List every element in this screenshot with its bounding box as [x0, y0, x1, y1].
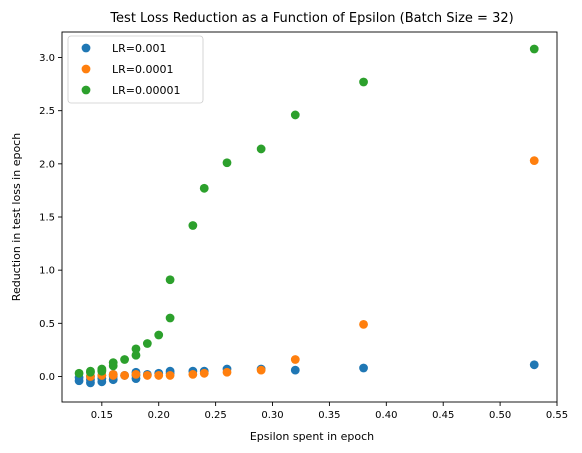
data-point-series-2 [290, 355, 300, 364]
y-tick-label: 1.0 [39, 266, 55, 277]
x-tick-label: 0.25 [204, 410, 226, 421]
y-tick-label: 0.0 [39, 372, 55, 383]
data-point-series-2 [154, 371, 164, 380]
data-point-series-2 [165, 371, 175, 380]
x-tick-label: 0.55 [546, 410, 568, 421]
data-point-series-3 [165, 275, 175, 285]
y-tick-label: 1.5 [39, 213, 55, 224]
data-point-series-2 [222, 367, 232, 377]
legend-label: LR=0.0001 [112, 63, 173, 76]
legend: LR=0.001 LR=0.0001 LR=0.00001 [67, 35, 204, 104]
y-tick-label: 3.0 [39, 53, 55, 64]
y-axis-label: Reduction in test loss in epoch [10, 133, 23, 301]
data-point-series-1 [359, 363, 368, 373]
data-point-series-3 [165, 313, 175, 323]
x-tick-label: 0.15 [91, 410, 113, 421]
legend-label: LR=0.001 [112, 42, 166, 55]
data-point-series-3 [256, 144, 266, 154]
data-point-series-2 [188, 369, 198, 379]
data-point-series-2 [199, 368, 209, 378]
plot-area [74, 44, 539, 388]
legend-marker [81, 85, 91, 95]
data-point-series-3 [359, 77, 368, 87]
chart-title: Test Loss Reduction as a Function of Eps… [109, 11, 513, 26]
x-axis-label: Epsilon spent in epoch [250, 430, 374, 443]
legend-box [67, 35, 204, 104]
x-tick-label: 0.20 [148, 410, 170, 421]
data-point-series-3 [142, 339, 152, 348]
x-tick-label: 0.45 [432, 410, 454, 421]
legend-label: LR=0.00001 [112, 84, 180, 97]
axes: 0.15 0.20 0.25 0.30 0.35 0.40 0.45 0.50 0.55 0.0 0… [39, 31, 568, 421]
x-tick-label: 0.30 [261, 410, 283, 421]
y-tick-label: 2.0 [39, 159, 55, 170]
data-point-series-3 [86, 366, 95, 376]
data-point-series-3 [131, 350, 141, 360]
data-point-series-3 [97, 364, 107, 374]
data-point-series-3 [222, 158, 232, 168]
data-point-series-2 [529, 156, 539, 166]
data-point-series-3 [199, 183, 209, 193]
data-point-series-2 [359, 319, 368, 329]
data-point-series-1 [290, 365, 300, 375]
data-point-series-1 [529, 360, 539, 370]
data-point-series-2 [120, 371, 129, 380]
x-tick-label: 0.35 [318, 410, 340, 421]
data-point-series-3 [188, 221, 198, 230]
data-point-series-3 [290, 110, 300, 120]
data-point-series-3 [529, 44, 539, 54]
data-point-series-2 [131, 369, 141, 379]
data-point-series-3 [154, 330, 164, 340]
data-point-series-2 [256, 365, 266, 375]
data-point-series-2 [142, 371, 152, 380]
legend-marker [81, 64, 91, 74]
data-point-series-3 [120, 355, 129, 364]
x-tick-label: 0.50 [489, 410, 511, 421]
data-point-series-2 [108, 369, 118, 379]
legend-marker [81, 43, 91, 53]
y-tick-label: 2.5 [39, 106, 55, 117]
x-tick-label: 0.40 [375, 410, 397, 421]
data-point-series-3 [131, 344, 141, 354]
y-tick-label: 0.5 [39, 319, 55, 330]
data-point-series-3 [74, 368, 84, 378]
data-point-series-3 [108, 358, 118, 368]
